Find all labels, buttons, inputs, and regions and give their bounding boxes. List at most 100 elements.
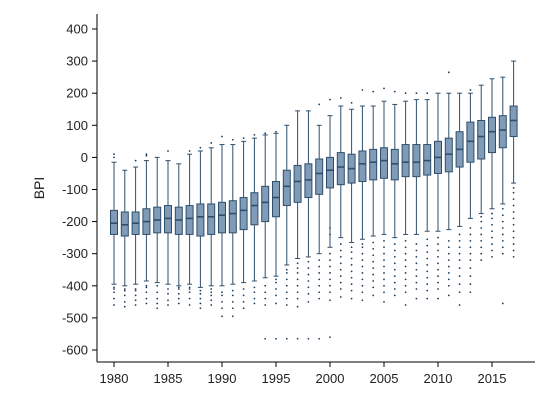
- outlier-point: [123, 305, 126, 308]
- outlier-point: [404, 265, 407, 268]
- outlier-point: [318, 278, 321, 281]
- outlier-point: [296, 262, 299, 265]
- outlier-point: [123, 300, 126, 303]
- box-iqr: [336, 152, 345, 186]
- outlier-point: [177, 292, 180, 295]
- outlier-point: [210, 299, 213, 302]
- outlier-point: [415, 281, 418, 284]
- box-1989: [207, 142, 216, 306]
- outlier-point: [404, 259, 407, 262]
- outlier-point: [350, 297, 353, 300]
- outlier-point: [253, 297, 256, 300]
- outlier-point: [469, 291, 472, 294]
- outlier-point: [447, 294, 450, 297]
- outlier-point: [134, 304, 137, 306]
- outlier-point: [167, 304, 169, 306]
- box-iqr: [423, 144, 432, 176]
- outlier-point: [350, 270, 353, 273]
- box-iqr: [390, 148, 399, 181]
- outlier-point: [350, 264, 353, 266]
- box-1987: [185, 150, 194, 306]
- outlier-point: [329, 259, 331, 262]
- y-tick-label: 300: [66, 54, 88, 69]
- box-2009: [423, 92, 432, 300]
- outlier-point: [231, 289, 234, 292]
- outlier-point: [167, 292, 169, 295]
- outlier-point: [480, 239, 483, 242]
- outlier-point: [501, 227, 504, 229]
- outlier-point: [339, 256, 342, 258]
- box-iqr: [174, 206, 183, 235]
- outlier-point: [210, 294, 213, 297]
- box-1991: [228, 138, 237, 318]
- outlier-point: [458, 304, 461, 306]
- outlier-point: [372, 280, 375, 282]
- box-iqr: [164, 205, 172, 234]
- outlier-point: [318, 103, 321, 106]
- outlier-point: [199, 292, 202, 295]
- outlier-point: [339, 281, 342, 284]
- outlier-point: [264, 304, 267, 306]
- outlier-point: [426, 270, 429, 273]
- outlier-point: [383, 272, 385, 274]
- outlier-point: [329, 233, 331, 236]
- outlier-point: [361, 291, 364, 294]
- outlier-point: [491, 230, 493, 233]
- outlier-point: [480, 215, 483, 218]
- outlier-point: [491, 223, 493, 226]
- outlier-point: [437, 256, 439, 258]
- outlier-point: [361, 299, 364, 302]
- outlier-point: [372, 254, 375, 257]
- box-1995: [272, 130, 280, 340]
- outlier-point: [458, 246, 461, 249]
- x-tick-label: 2005: [370, 371, 399, 386]
- outlier-point: [469, 252, 472, 255]
- outlier-point: [415, 275, 418, 278]
- outlier-point: [113, 153, 115, 156]
- box-2001: [336, 97, 345, 298]
- y-tick-label: -100: [62, 182, 88, 197]
- outlier-point: [145, 291, 148, 294]
- outlier-point: [383, 300, 385, 303]
- box-1990: [218, 135, 226, 318]
- outlier-point: [253, 286, 256, 289]
- outlier-point: [307, 267, 310, 270]
- box-2013: [466, 89, 475, 294]
- outlier-point: [350, 283, 353, 286]
- outlier-point: [242, 307, 245, 310]
- outlier-point: [361, 243, 364, 245]
- outlier-point: [264, 291, 267, 294]
- outlier-point: [188, 304, 191, 306]
- y-tick-label: 400: [66, 22, 88, 37]
- outlier-point: [458, 283, 461, 286]
- y-tick-label: -200: [62, 214, 88, 229]
- outlier-point: [123, 288, 126, 290]
- box-iqr: [477, 119, 486, 160]
- outlier-point: [177, 297, 180, 300]
- outlier-point: [275, 294, 277, 297]
- box-1997: [293, 110, 302, 340]
- outlier-point: [404, 272, 407, 274]
- outlier-point: [404, 284, 407, 287]
- outlier-point: [426, 276, 429, 279]
- outlier-point: [458, 252, 461, 255]
- outlier-point: [480, 252, 483, 255]
- outlier-point: [318, 272, 321, 274]
- outlier-point: [156, 284, 159, 287]
- outlier-point: [404, 246, 407, 249]
- outlier-point: [350, 246, 353, 249]
- outlier-point: [393, 90, 396, 93]
- box-1985: [164, 150, 172, 306]
- outlier-point: [447, 239, 450, 242]
- outlier-point: [253, 134, 256, 136]
- outlier-point: [469, 227, 472, 229]
- outlier-point: [404, 239, 407, 242]
- box-iqr: [498, 115, 507, 149]
- outlier-point: [512, 256, 515, 258]
- box-iqr: [509, 105, 518, 138]
- outlier-point: [501, 246, 504, 249]
- box-1999: [315, 103, 324, 340]
- outlier-point: [231, 138, 234, 141]
- outlier-point: [113, 304, 115, 306]
